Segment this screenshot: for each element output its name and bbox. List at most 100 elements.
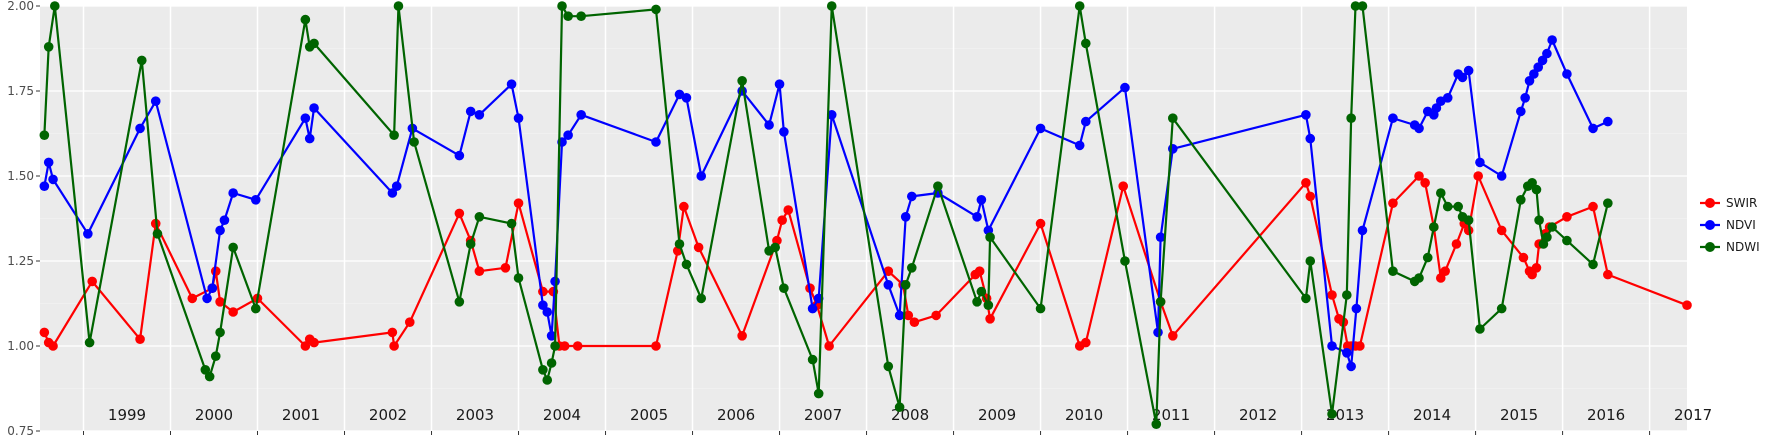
data-point-ndwi (137, 55, 147, 66)
data-point-swir (1414, 171, 1424, 181)
data-point-ndwi (309, 38, 319, 49)
data-point-ndwi (1357, 1, 1368, 11)
data-point-ndwi (215, 327, 225, 338)
data-point-swir (39, 327, 50, 338)
data-point-ndwi (883, 361, 894, 372)
data-point-ndwi (228, 242, 238, 253)
data-point-ndwi (1346, 113, 1356, 123)
year-label: 2015 (1500, 406, 1538, 424)
data-point-ndvi (1537, 55, 1548, 66)
data-point-ndwi (300, 14, 311, 25)
legend: SWIR NDVI NDWI (1700, 196, 1760, 254)
data-point-ndvi (300, 113, 311, 123)
data-point-swir (1388, 198, 1398, 208)
data-point-swir (1081, 337, 1091, 348)
data-point-ndwi (1429, 222, 1439, 232)
data-point-swir (824, 341, 834, 351)
data-point-ndwi (84, 337, 95, 348)
data-point-ndwi (546, 358, 557, 368)
year-label: 2011 (1152, 406, 1190, 424)
data-point-ndvi (900, 212, 911, 222)
data-point-swir (693, 242, 704, 253)
data-point-ndvi (538, 300, 548, 311)
data-point-ndvi (1533, 62, 1544, 72)
data-point-ndwi (1496, 303, 1507, 314)
data-point-swir (909, 317, 920, 328)
data-point-ndwi (906, 263, 917, 273)
data-point-ndvi (1463, 65, 1474, 76)
data-point-ndvi (1168, 144, 1178, 154)
data-point-ndwi (465, 239, 476, 249)
data-point-ndwi (985, 232, 995, 242)
data-point-ndvi (1342, 348, 1352, 358)
legend-label: NDVI (1726, 218, 1756, 232)
data-point-ndwi (1155, 297, 1166, 307)
year-label: 2014 (1413, 406, 1451, 424)
legend-key-point (1705, 242, 1715, 252)
year-label: 2005 (630, 406, 668, 424)
data-point-ndwi (1435, 188, 1446, 198)
year-label: 2010 (1065, 406, 1103, 424)
data-point-swir (1473, 171, 1483, 181)
y-tick-label: 0.75 (7, 424, 34, 438)
data-point-ndvi (391, 181, 402, 191)
year-label: 2013 (1326, 406, 1364, 424)
y-tick-label: 1.50 (7, 169, 34, 183)
data-point-ndvi (215, 225, 225, 236)
data-point-ndvi (696, 171, 707, 181)
y-tick-label: 1.75 (7, 84, 34, 98)
legend-item-ndvi: NDVI (1700, 218, 1756, 232)
data-point-ndwi (813, 388, 824, 399)
data-point-ndvi (764, 120, 774, 130)
data-point-ndwi (49, 1, 60, 11)
data-point-ndvi (883, 280, 894, 290)
data-point-ndvi (202, 293, 212, 304)
data-point-ndvi (1351, 303, 1362, 314)
data-point-swir (1301, 178, 1311, 188)
data-point-ndvi (1516, 106, 1526, 117)
data-point-swir (737, 331, 747, 341)
data-point-swir (1435, 273, 1446, 283)
data-point-ndwi (779, 283, 789, 294)
data-point-ndvi (150, 96, 161, 106)
data-point-ndwi (674, 239, 685, 249)
data-point-swir (474, 266, 485, 277)
data-point-ndwi (210, 351, 221, 362)
year-label: 2017 (1674, 406, 1712, 424)
data-point-swir (1682, 300, 1692, 311)
data-point-ndwi (550, 341, 560, 351)
data-point-ndvi (1524, 76, 1535, 86)
data-point-ndwi (1305, 256, 1316, 266)
data-point-swir (404, 317, 415, 328)
y-tick-label: 2.00 (7, 0, 34, 13)
data-point-swir (572, 341, 583, 351)
data-point-swir (1562, 212, 1572, 222)
data-point-ndvi (894, 310, 905, 321)
data-point-ndwi (651, 4, 661, 15)
year-label: 2007 (804, 406, 842, 424)
data-point-ndvi (1153, 327, 1163, 338)
data-point-ndvi (1155, 232, 1166, 242)
data-point-ndwi (1081, 38, 1091, 49)
data-point-ndvi (1074, 140, 1085, 151)
data-point-ndwi (1350, 1, 1361, 11)
data-point-ndvi (1431, 103, 1442, 113)
data-point-ndvi (309, 103, 319, 113)
data-point-swir (1440, 266, 1450, 277)
data-point-ndwi (1342, 290, 1352, 300)
data-point-ndvi (474, 110, 485, 120)
data-point-ndvi (651, 137, 661, 147)
year-label: 2009 (978, 406, 1016, 424)
data-point-ndwi (1168, 113, 1178, 123)
data-point-ndwi (976, 286, 987, 297)
data-point-ndwi (983, 300, 994, 311)
year-label: 2006 (717, 406, 755, 424)
data-point-swir (783, 205, 794, 215)
data-point-ndvi (906, 191, 917, 202)
data-point-ndwi (152, 229, 163, 239)
data-point-ndvi (1547, 35, 1557, 45)
data-point-swir (1451, 239, 1462, 249)
y-axis: 0.75 1.00 1.25 1.50 1.75 2.00 (7, 0, 40, 438)
data-point-swir (309, 337, 319, 348)
data-point-swir (1588, 201, 1598, 212)
